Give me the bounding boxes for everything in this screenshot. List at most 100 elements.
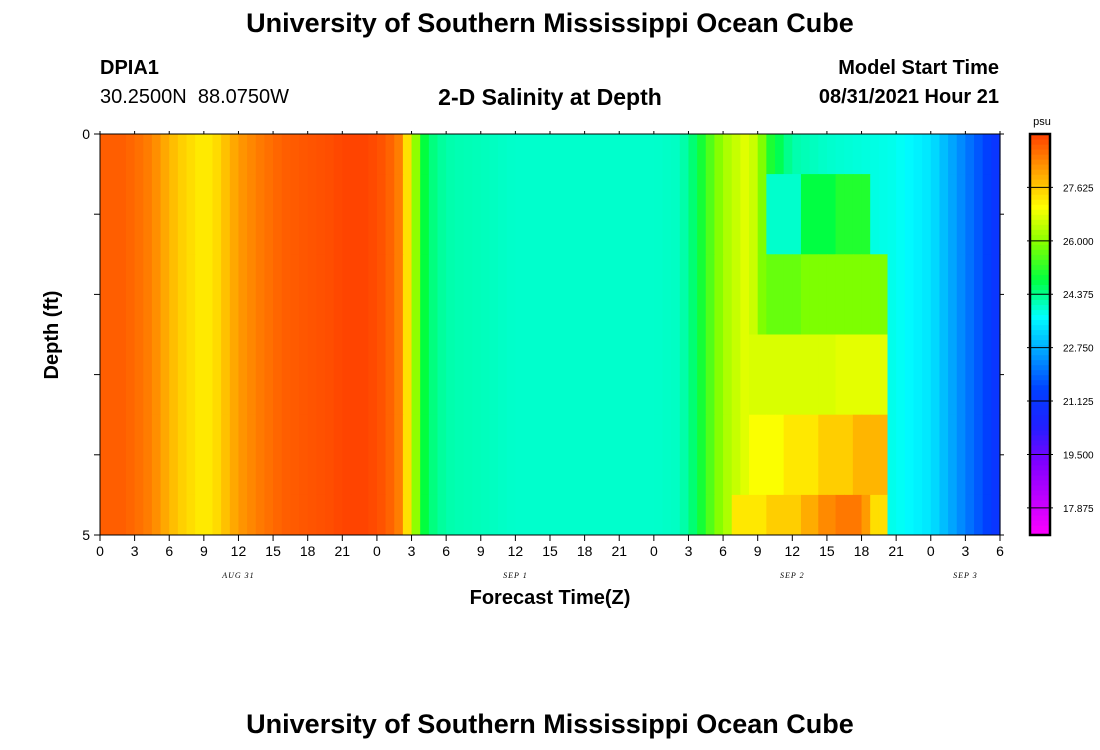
heatmap-cell xyxy=(705,414,716,496)
date-label: SEP 2 xyxy=(780,571,805,580)
heatmap-cell xyxy=(826,414,837,496)
colorbar-tick-label: 26.000 xyxy=(1063,237,1094,248)
colorbar-segment xyxy=(1030,309,1050,316)
heatmap-cell xyxy=(281,414,291,496)
heatmap-cell xyxy=(887,134,897,175)
colorbar-segment xyxy=(1030,449,1050,456)
heatmap-cell xyxy=(108,134,118,175)
heatmap-cell xyxy=(775,134,785,175)
colorbar-tick-label: 21.125 xyxy=(1063,397,1094,408)
heatmap-cell xyxy=(904,414,915,496)
x-tick-label: 3 xyxy=(131,543,139,559)
colorbar-segment xyxy=(1030,139,1050,145)
heatmap-cell xyxy=(653,334,664,416)
colorbar-segment xyxy=(1030,149,1050,155)
heatmap-cell xyxy=(766,494,776,536)
heatmap-cell xyxy=(714,494,724,536)
heatmap-cell xyxy=(489,494,499,536)
heatmap-cell xyxy=(316,334,326,416)
x-tick-label: 12 xyxy=(231,543,247,559)
heatmap-cell xyxy=(489,134,499,175)
heatmap-cell xyxy=(316,254,326,335)
x-tick-label: 15 xyxy=(542,543,558,559)
x-tick-label: 9 xyxy=(477,543,485,559)
heatmap-cell xyxy=(826,254,837,335)
heatmap-cell xyxy=(922,494,932,536)
heatmap-cell xyxy=(299,414,309,496)
heatmap-cell xyxy=(498,334,508,416)
heatmap-cell xyxy=(861,414,871,496)
colorbar-segment xyxy=(1030,134,1050,140)
heatmap-cell xyxy=(697,414,707,496)
heatmap-cell xyxy=(896,134,906,175)
page-title: University of Southern Mississippi Ocean… xyxy=(246,8,854,38)
heatmap-cell xyxy=(584,254,594,335)
heatmap-cell xyxy=(896,174,906,255)
heatmap-cell xyxy=(299,174,309,255)
heatmap-cell xyxy=(636,134,646,175)
colorbar-segment xyxy=(1030,229,1050,235)
heatmap-cell xyxy=(506,414,516,496)
heatmap-cell xyxy=(939,134,949,175)
heatmap-cell xyxy=(904,134,915,175)
heatmap-cell xyxy=(818,334,828,416)
heatmap-cell xyxy=(247,254,257,335)
heatmap-cell xyxy=(818,494,828,536)
heatmap-cell xyxy=(151,174,162,255)
heatmap-cell xyxy=(532,254,542,335)
heatmap-cell xyxy=(619,334,629,416)
heatmap-cell xyxy=(480,334,491,416)
colorbar-segment xyxy=(1030,394,1050,401)
heatmap-cell xyxy=(662,134,672,175)
x-tick-label: 0 xyxy=(650,543,658,559)
heatmap-cell xyxy=(125,254,136,335)
heatmap-cell xyxy=(325,174,335,255)
heatmap-cell xyxy=(913,334,923,416)
heatmap-cell xyxy=(766,174,776,255)
heatmap-cell xyxy=(974,414,984,496)
heatmap-cell xyxy=(238,414,248,496)
heatmap-cell xyxy=(454,334,465,416)
heatmap-cell xyxy=(627,254,638,335)
colorbar-segment xyxy=(1030,519,1050,526)
heatmap-cell xyxy=(203,174,214,255)
heatmap-cell xyxy=(939,494,949,536)
model-start-value: 08/31/2021 Hour 21 xyxy=(818,86,999,108)
heatmap-cell xyxy=(160,134,170,175)
station-coords: 30.2500N 88.0750W xyxy=(100,86,290,108)
heatmap-cell xyxy=(169,134,179,175)
heatmap-cell xyxy=(325,414,335,496)
heatmap-cell xyxy=(575,494,586,536)
colorbar-tick-label: 24.375 xyxy=(1063,290,1094,301)
heatmap-cell xyxy=(506,134,516,175)
heatmap-cell xyxy=(601,134,612,175)
heatmap-cell xyxy=(333,174,343,255)
heatmap-cell xyxy=(558,174,568,255)
heatmap-cell xyxy=(636,334,646,416)
heatmap-cell xyxy=(991,494,1001,536)
colorbar-segment xyxy=(1030,334,1050,341)
heatmap-cell xyxy=(350,134,361,175)
heatmap-cell xyxy=(956,414,966,496)
heatmap-cell xyxy=(749,494,759,536)
heatmap-cell xyxy=(627,174,638,255)
heatmap-cell xyxy=(428,494,439,536)
heatmap-cell xyxy=(930,134,941,175)
heatmap-cell xyxy=(229,334,240,416)
heatmap-cell xyxy=(402,414,413,496)
heatmap-cell xyxy=(645,334,655,416)
colorbar-segment xyxy=(1030,189,1050,195)
heatmap-cell xyxy=(169,414,179,496)
colorbar-segment xyxy=(1030,339,1050,346)
heatmap-cell xyxy=(238,334,248,416)
heatmap-cell xyxy=(749,174,759,255)
heatmap-cell xyxy=(480,174,491,255)
heatmap-cell xyxy=(887,494,897,536)
heatmap-cell xyxy=(913,414,923,496)
heatmap-cell xyxy=(402,134,413,175)
colorbar-segment xyxy=(1030,284,1050,290)
colorbar-segment xyxy=(1030,214,1050,220)
heatmap-cell xyxy=(463,254,473,335)
heatmap-cell xyxy=(550,414,560,496)
heatmap-cell xyxy=(134,414,144,496)
